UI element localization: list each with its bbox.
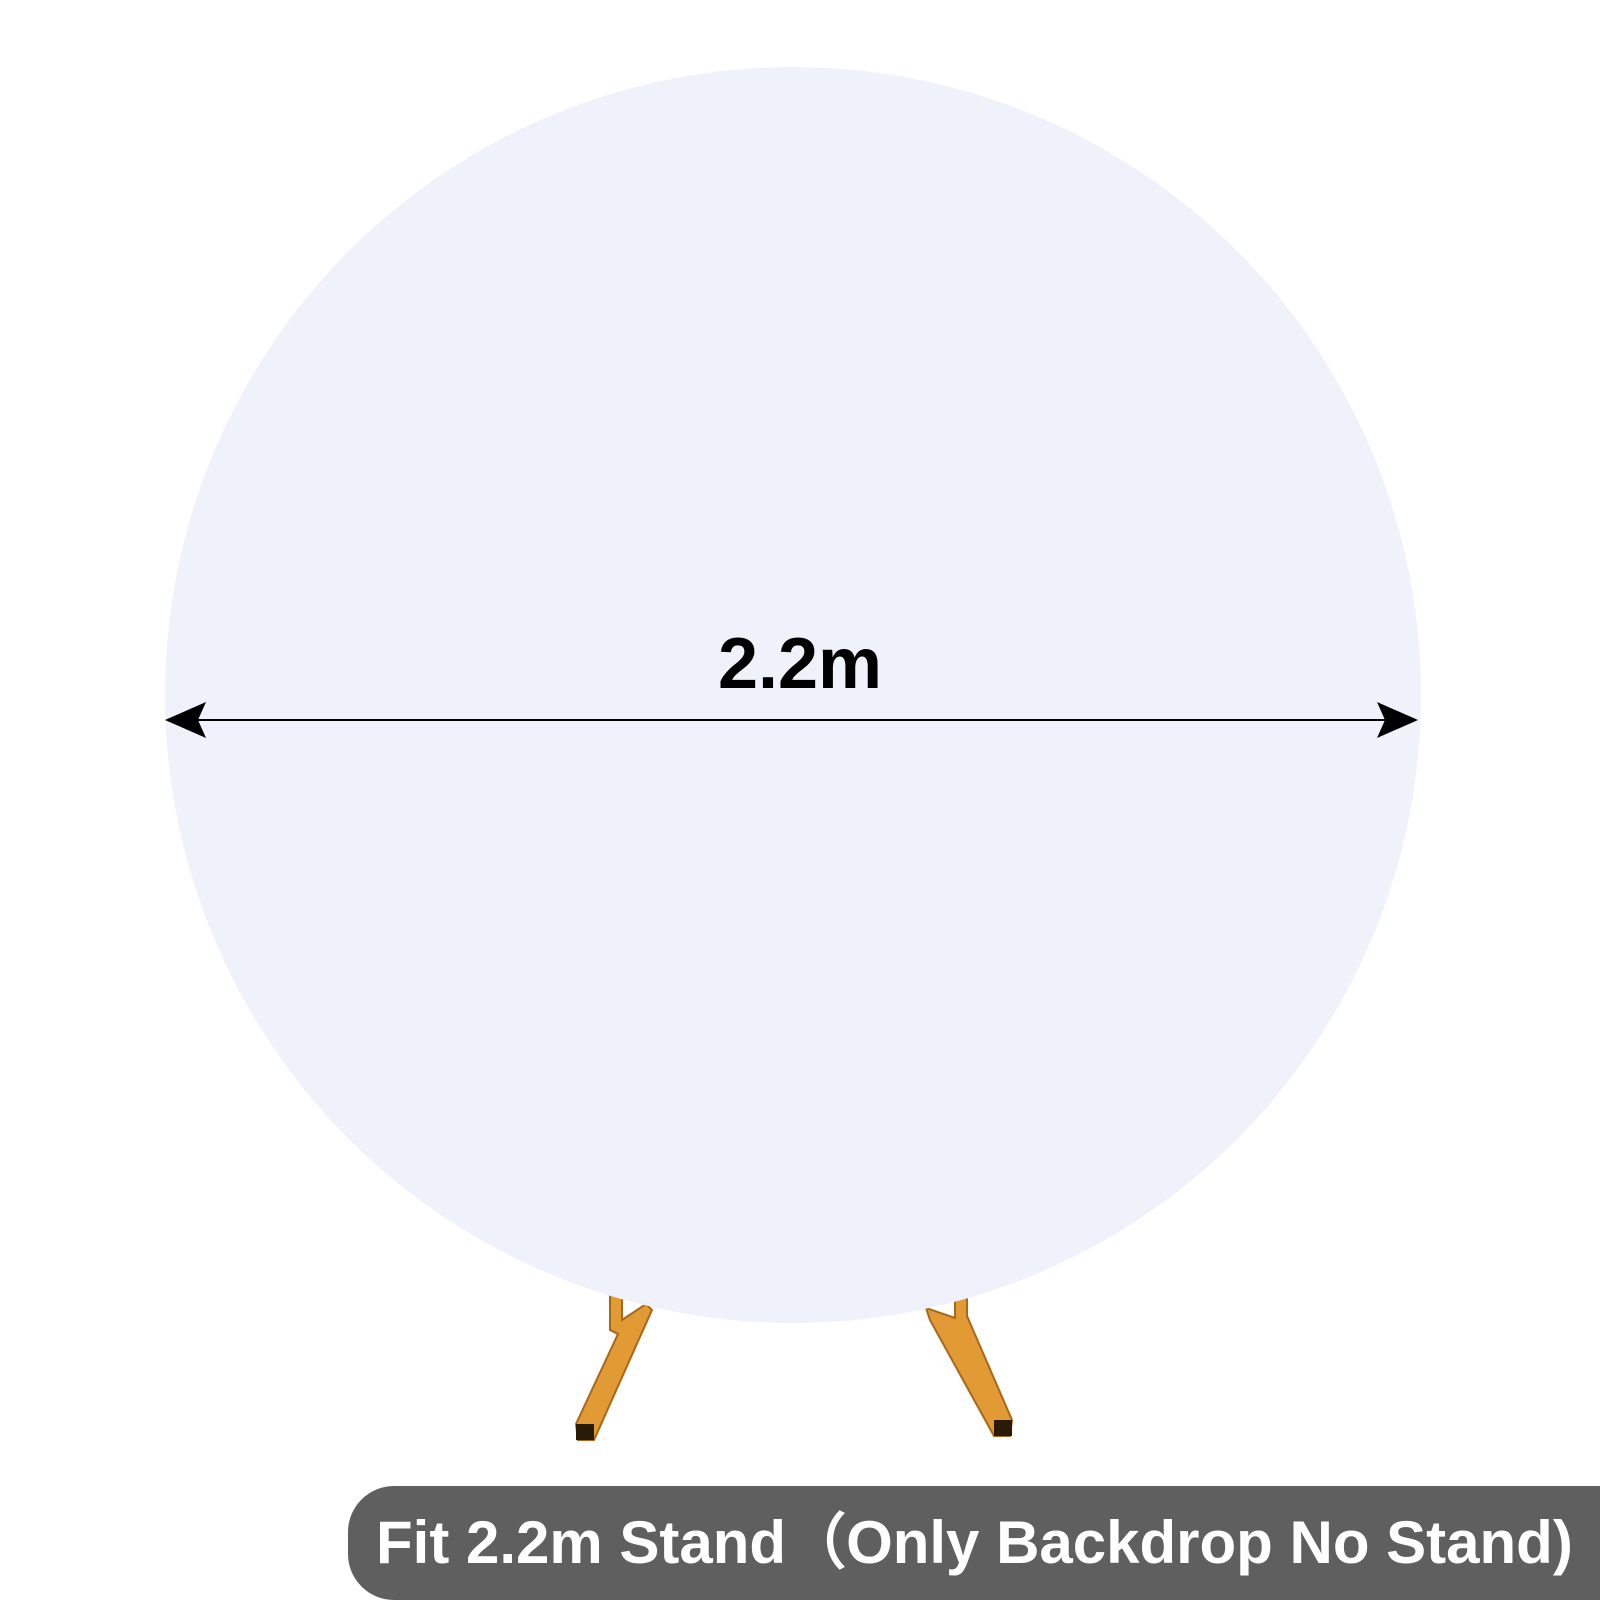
double-arrow-icon xyxy=(165,702,1418,738)
caption-text: Fit 2.2m Stand（Only Backdrop No Stand) xyxy=(376,1509,1573,1576)
stand-left-leg xyxy=(574,1289,654,1441)
round-backdrop xyxy=(165,67,1421,1323)
caption-banner: Fit 2.2m Stand（Only Backdrop No Stand) xyxy=(348,1486,1600,1600)
stand-right-leg xyxy=(924,1293,1014,1437)
stand-right-foot xyxy=(994,1420,1012,1436)
diameter-label: 2.2m xyxy=(717,624,883,704)
stand-left-foot xyxy=(576,1424,594,1440)
stand-frame xyxy=(574,1289,1014,1441)
